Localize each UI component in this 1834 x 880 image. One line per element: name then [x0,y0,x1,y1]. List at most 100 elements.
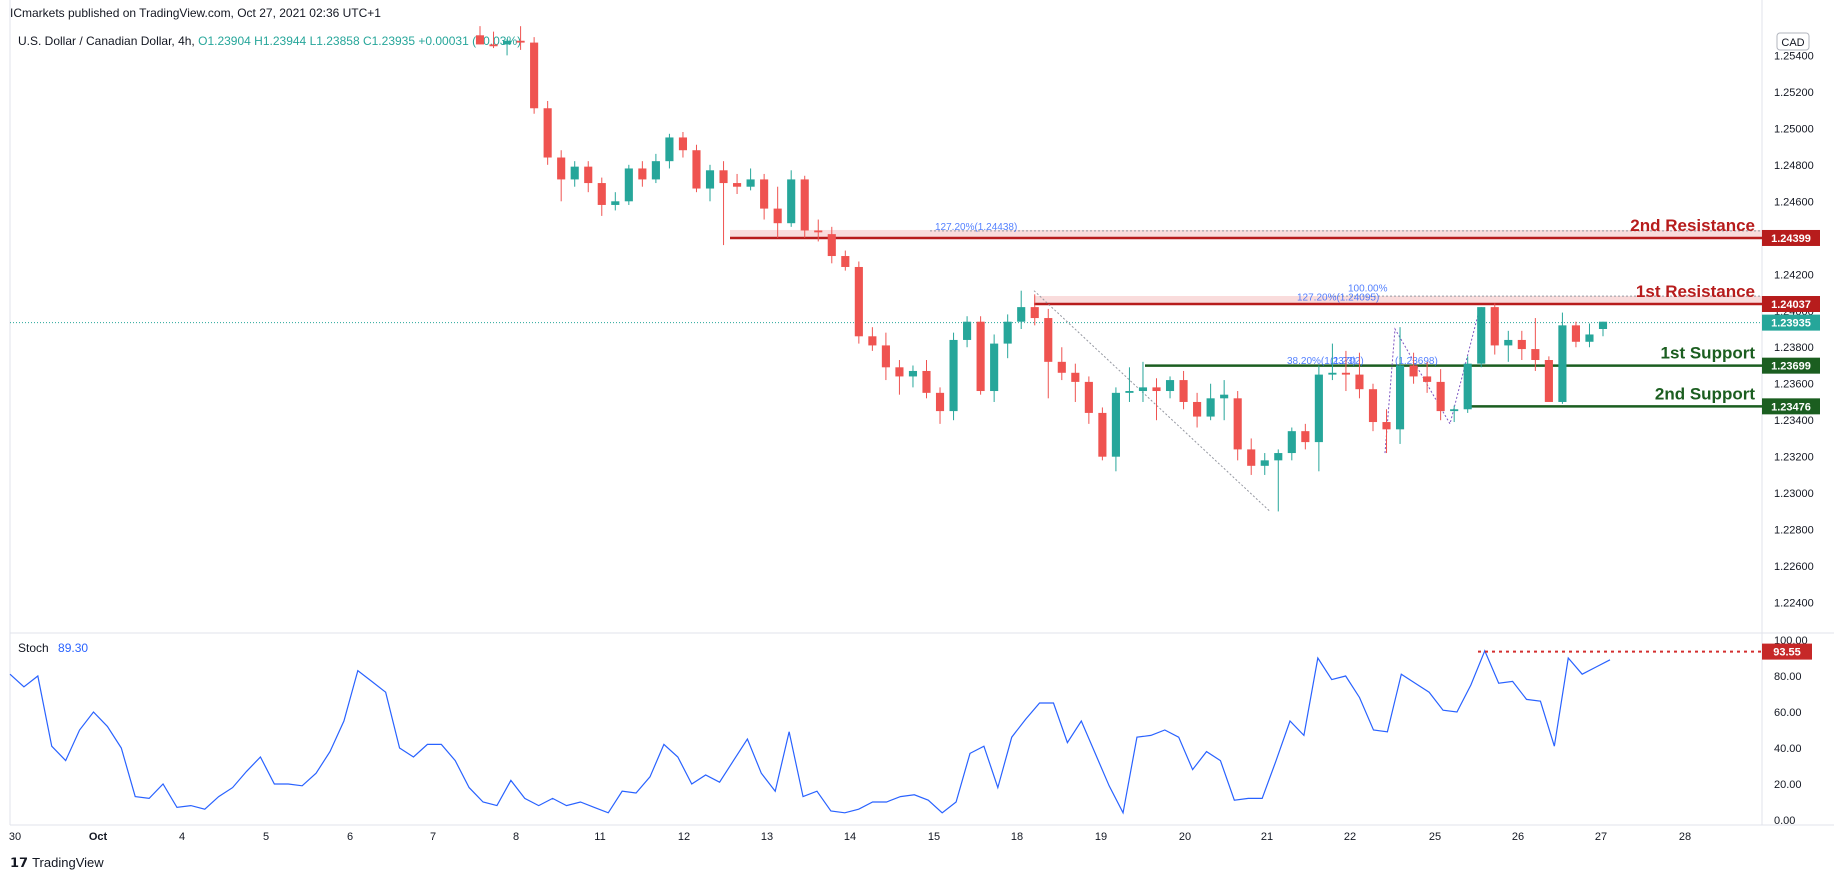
level-badge-value: 1.23699 [1771,361,1811,373]
drawings: 127.20%(1.24438) 100.00%127.20%(1.24095) 3… [10,222,1762,512]
candle-body [1314,374,1323,443]
level-badge [1762,296,1820,313]
time-tick-label: 19 [1095,831,1107,843]
time-tick-label: 6 [347,831,353,843]
time-tick-label: 28 [1679,831,1691,843]
candle-body [475,35,485,45]
time-tick-label: 13 [761,831,773,843]
candle-body [787,179,796,224]
candle-body [841,256,850,267]
level-badge [1762,398,1820,415]
level-badge [1762,229,1820,246]
time-tick-label: 15 [928,831,940,843]
candle-body [800,179,809,231]
fib-label: (1.23) [1330,356,1356,367]
level-name: 1st Resistance [1636,282,1755,301]
candle-body [1125,391,1134,393]
publisher-line: ICmarkets published on TradingView.com, … [10,6,381,20]
level-badge-value: 1.24037 [1771,299,1811,311]
candle-body [949,339,958,412]
candle-body [935,392,945,412]
candle-body [1247,449,1256,466]
symbol-label[interactable]: U.S. Dollar / Canadian Dollar, 4h, [18,34,195,48]
level-name: 2nd Support [1655,384,1755,403]
candle-body [1057,361,1066,373]
candle-body [1274,453,1283,461]
current-price-badge [1762,314,1820,331]
time-axis: 30 Oct 4 5 6 7 8 11 12 13 14 15 18 19 20 21 22 25 26 27 28 [9,831,1691,843]
candle-body [922,370,931,393]
stoch-tick-label: 80.00 [1774,671,1802,683]
stoch-legend: Stoch 89.30 [18,641,88,655]
candle-body [1301,431,1310,443]
time-tick-label: 30 [9,831,21,843]
price-tick-label: 1.25000 [1774,123,1814,135]
stoch-tick-label: 40.00 [1774,743,1802,755]
time-tick-label: 14 [844,831,856,843]
candle-body [1423,376,1432,382]
candle-body [638,168,647,180]
time-tick-label: 4 [179,831,185,843]
stoch-name[interactable]: Stoch [18,641,49,655]
candle-body [1558,325,1567,402]
candle-body [1409,365,1418,377]
candle-body [1395,365,1405,430]
price-tick-label: 1.24800 [1774,160,1814,172]
fib-label: 127.20%(1.24095) [1297,293,1379,304]
stoch-tick-label: 20.00 [1774,779,1802,791]
level-badge-value: 1.24399 [1771,233,1811,245]
candle-body [868,336,877,346]
current-price-value: 1.23935 [1771,318,1811,330]
candle-body [908,370,918,377]
candle-body [557,157,566,180]
ohlc-legend: U.S. Dollar / Canadian Dollar, 4h, O1.23… [18,34,521,48]
candle-body [746,179,755,187]
time-tick-label: 21 [1261,831,1273,843]
candle-body [516,40,525,43]
close-value: C1.23935 [362,34,416,48]
candle-body [1571,325,1580,342]
time-tick-label: Oct [89,831,108,843]
grid [9,0,1834,826]
candle-body [1585,334,1594,342]
candle-body [665,137,674,162]
time-tick-label: 5 [263,831,269,843]
candle-body [1071,372,1080,382]
price-tick-label: 1.25400 [1774,50,1814,62]
candle-body [1490,307,1499,346]
candle-body [1504,339,1513,346]
fib-label: (1.23698) [1395,356,1438,367]
level-badge [1762,357,1820,374]
candle-body [624,168,633,202]
candle-body [1030,307,1039,319]
stoch-line [9,649,1611,815]
candle-body [1084,381,1093,413]
tradingview-logo-icon: 𝟭𝟳 [10,855,29,870]
candle-body [489,44,498,47]
candle-body [651,161,660,180]
candle-body [719,170,728,184]
stoch-marker-value: 93.55 [1773,647,1801,659]
candle-body [1368,389,1378,423]
candle-body [1193,401,1202,417]
time-tick-label: 7 [430,831,436,843]
candle-body [1003,321,1012,344]
time-tick-label: 27 [1595,831,1607,843]
price-tick-label: 1.22800 [1774,525,1814,537]
candle-body [1179,380,1188,402]
tradingview-logo[interactable]: 𝟭𝟳 TradingView [10,855,104,871]
candle-body [854,266,863,337]
price-tick-label: 1.25200 [1774,87,1814,99]
currency-label: CAD [1781,37,1804,49]
low-value: L1.23858 [309,34,360,48]
candle-body [1098,412,1107,457]
candle-body [692,150,701,189]
candle-body [1544,360,1553,402]
candle-body [1138,387,1148,392]
candle-body [733,183,742,187]
stoch-tick-label: 0.00 [1774,815,1795,827]
candle-body [1328,372,1337,375]
candle-body [963,321,972,340]
candle-body [1517,339,1526,350]
